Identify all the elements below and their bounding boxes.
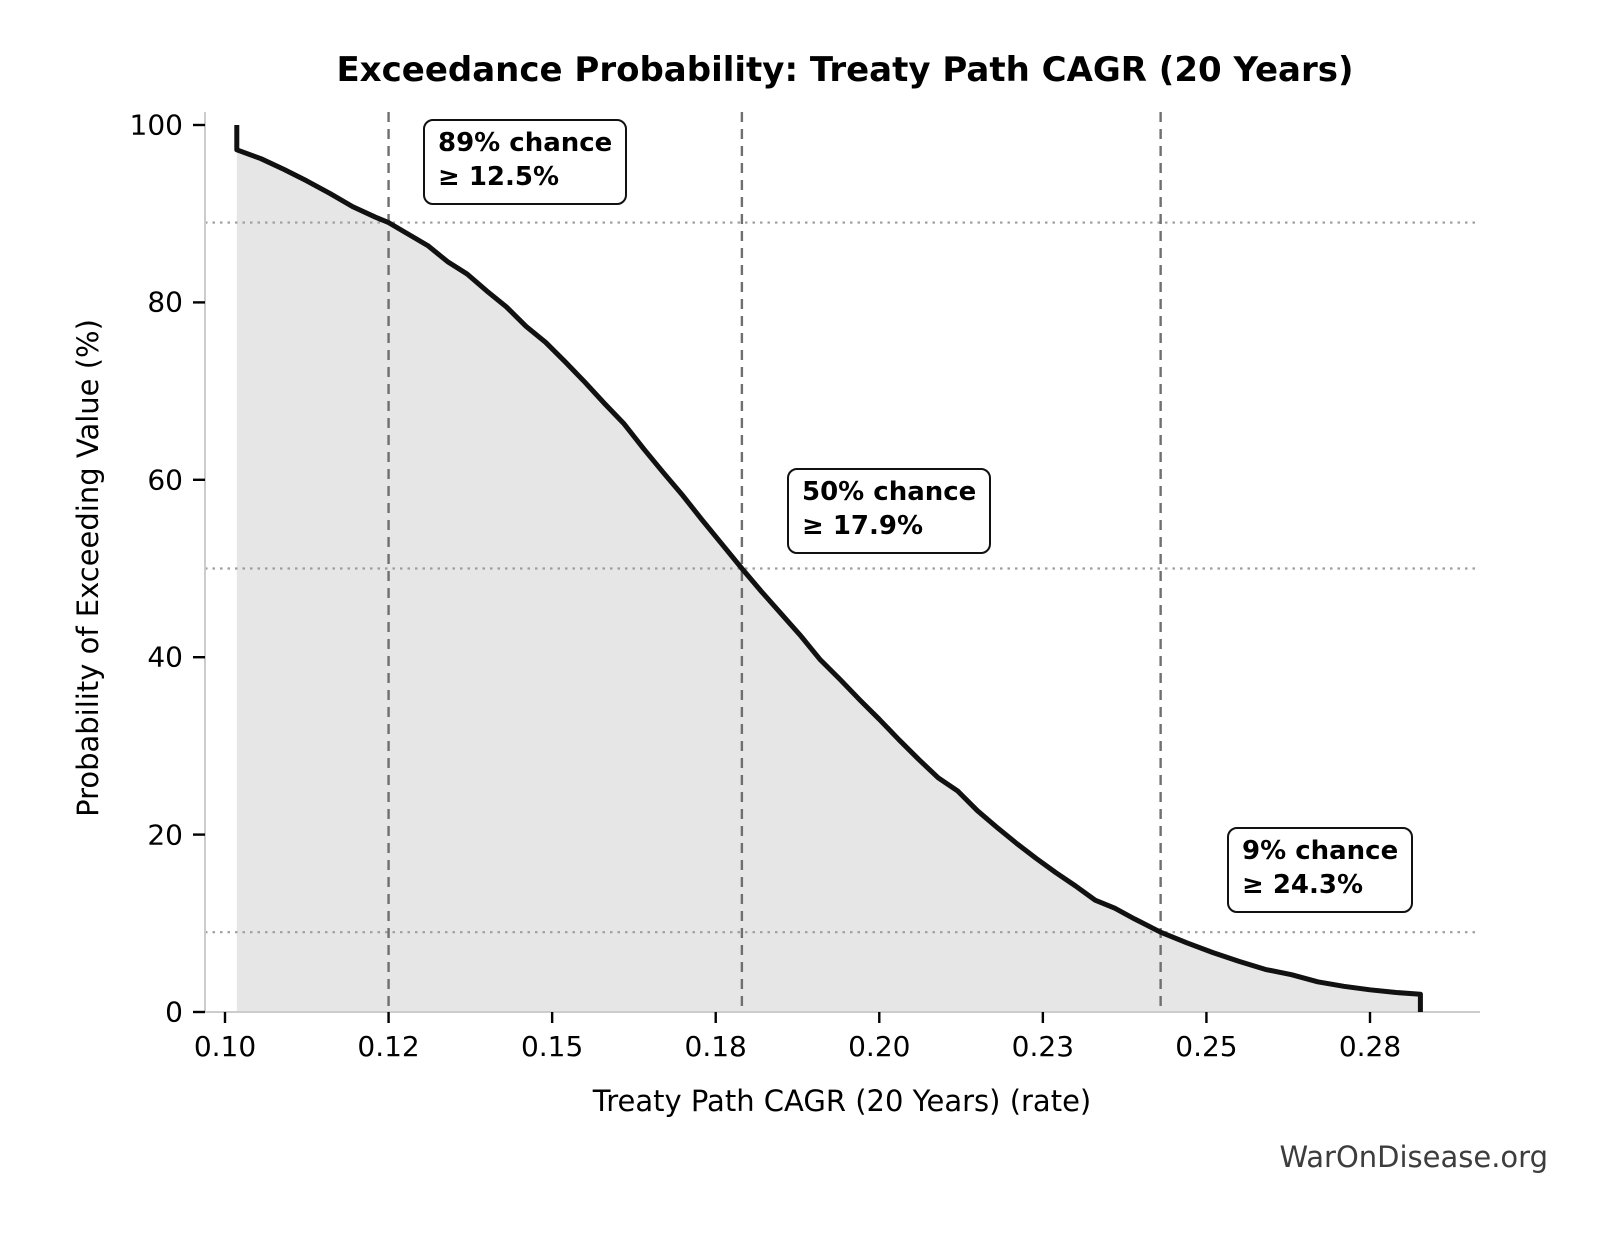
x-tick-label-0.25: 0.25 [1175,1030,1238,1063]
curve-fill-area [236,149,1421,1013]
annotation-threshold-line: ≥ 17.9% [802,510,924,541]
annotation-box-89pct: 89% chance ≥ 12.5% [423,119,628,205]
x-tick-label-0.18: 0.18 [684,1030,747,1063]
y-tick-label-100: 100 [129,108,183,142]
annotation-chance-line: 9% chance [1242,836,1399,866]
annotation-threshold-line: ≥ 24.3% [1242,869,1364,900]
y-tick-label-20: 20 [147,818,183,852]
exceedance-curve [234,125,1423,1012]
y-tick-label-0: 0 [165,995,183,1029]
annotation-threshold-line: ≥ 12.5% [438,161,560,192]
x-axis-label: Treaty Path CAGR (20 Years) (rate) [592,1084,1092,1118]
x-tick-label-0.28: 0.28 [1338,1030,1402,1063]
x-tick-label-0.12: 0.12 [357,1030,420,1063]
annotation-box-50pct: 50% chance ≥ 17.9% [787,468,992,554]
y-axis-label: Probability of Exceeding Value (%) [71,319,105,817]
x-tick-label-0.15: 0.15 [520,1030,584,1063]
y-tick-label-80: 80 [147,285,183,319]
x-tick-label-0.23: 0.23 [1011,1030,1075,1063]
y-tick-label-40: 40 [147,640,183,674]
chart-title: Exceedance Probability: Treaty Path CAGR… [336,50,1354,90]
watermark-text: WarOnDisease.org [1279,1140,1548,1174]
x-tick-label-0.10: 0.10 [193,1030,257,1063]
annotation-chance-line: 89% chance [438,128,613,158]
y-tick-label-60: 60 [147,463,183,497]
annotation-chance-line: 50% chance [802,477,977,507]
annotation-box-9pct: 9% chance ≥ 24.3% [1227,827,1414,913]
x-tick-label-0.20: 0.20 [848,1030,911,1063]
